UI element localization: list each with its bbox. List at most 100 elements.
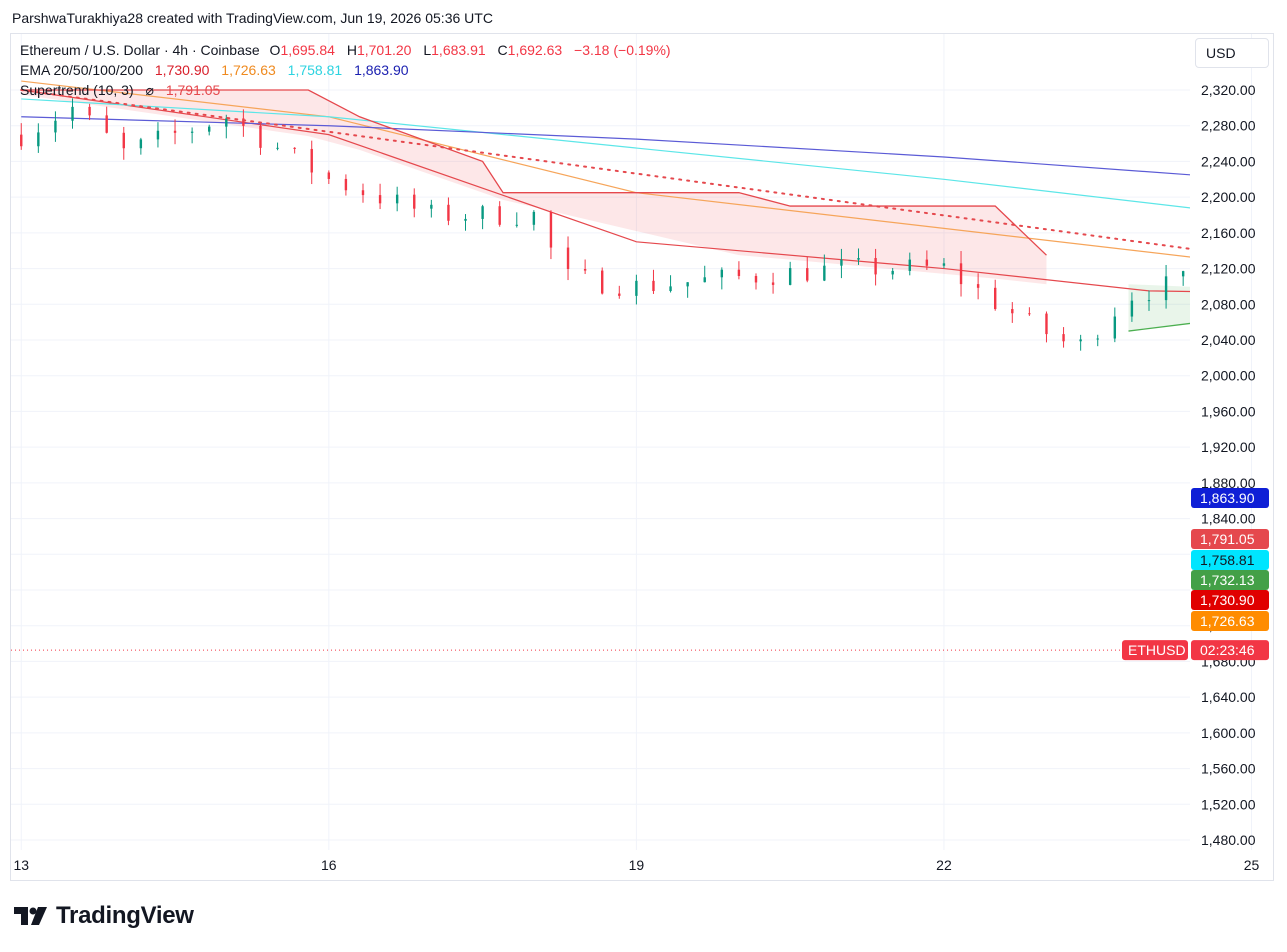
candle-up — [1130, 300, 1134, 317]
ohlc-change-value: −3.18 (−0.19%) — [574, 42, 671, 58]
candle-up — [1079, 339, 1082, 342]
candle-down — [959, 263, 963, 285]
candle-down — [1062, 334, 1065, 342]
candle-up — [395, 194, 399, 204]
tradingview-logo-icon — [14, 907, 47, 925]
y-axis-tick-label: 2,120.00 — [1201, 261, 1256, 277]
candle-down — [310, 148, 313, 173]
candle-up — [720, 269, 724, 278]
candle-up — [823, 265, 826, 281]
candle-down — [549, 211, 553, 248]
candle-down — [378, 195, 382, 204]
candle-up — [1164, 276, 1168, 301]
y-axis-tick-label: 1,960.00 — [1201, 403, 1256, 419]
candle-up — [857, 258, 860, 260]
x-axis-tick-label: 16 — [321, 857, 337, 873]
ema200-line — [21, 116, 1190, 176]
candle-up — [515, 224, 518, 226]
attribution-text: ParshwaTurakhiya28 created with TradingV… — [12, 10, 493, 26]
candle-down — [754, 275, 758, 283]
candle-down — [601, 270, 604, 294]
symbol-badge — [1122, 640, 1188, 661]
candle-down — [771, 282, 775, 285]
y-axis-tick-label: 1,920.00 — [1201, 439, 1256, 455]
y-axis-tick-label: 2,200.00 — [1201, 189, 1256, 205]
price-label-badge — [1191, 488, 1269, 508]
countdown-badge — [1191, 640, 1269, 661]
x-axis-tick-label: 22 — [936, 857, 952, 873]
hidden-eye-icon[interactable]: ⌀ — [145, 82, 154, 98]
candle-up — [532, 211, 536, 225]
price-label-text: 1,758.81 — [1200, 552, 1255, 568]
candle-down — [327, 172, 331, 179]
tradingview-logo[interactable]: TradingView — [14, 902, 194, 930]
candle-down — [806, 268, 809, 281]
y-axis-tick-label: 1,600.00 — [1201, 725, 1256, 741]
candle-down — [925, 259, 929, 266]
candle-down — [583, 268, 587, 271]
candle-up — [37, 132, 40, 147]
y-axis-tick-label: 1,560.00 — [1201, 761, 1256, 777]
price-label-badge — [1191, 529, 1269, 549]
candle-up — [686, 282, 689, 287]
ohlc-close-value: 1,692.63 — [507, 42, 563, 58]
candle-down — [1216, 275, 1218, 294]
supertrend-up-fill — [1128, 284, 1190, 332]
candle-down — [1011, 309, 1014, 314]
candle-up — [139, 139, 143, 149]
price-label-text: 1,791.05 — [1200, 531, 1255, 547]
price-label-badge — [1191, 550, 1269, 570]
candle-up — [481, 206, 484, 219]
chart-frame — [10, 33, 1274, 881]
ema50-value: 1,726.63 — [221, 62, 276, 78]
candle-down — [1045, 313, 1048, 335]
supertrend-up-line — [1128, 322, 1190, 332]
symbol-title: Ethereum / U.S. Dollar · 4h · Coinbase — [20, 42, 260, 58]
y-axis-tick-label: 2,280.00 — [1201, 118, 1256, 134]
candle-up — [840, 259, 843, 266]
candle-up — [635, 280, 638, 296]
candle-down — [1267, 293, 1269, 301]
supertrend-down-fill — [21, 90, 1047, 285]
candle-down — [618, 293, 621, 296]
x-axis-tick-label: 19 — [629, 857, 645, 873]
price-label-text: 1,863.90 — [1200, 490, 1255, 506]
ohlc-high-label: H — [346, 42, 357, 58]
supertrend-down-line — [21, 89, 1047, 256]
candle-down — [293, 147, 296, 149]
y-axis-tick-label: 1,480.00 — [1201, 832, 1256, 848]
candle-up — [908, 259, 911, 271]
candle-down — [122, 132, 125, 149]
candle-down — [874, 258, 877, 275]
symbol-legend[interactable]: Ethereum / U.S. Dollar · 4h · Coinbase O… — [20, 42, 675, 58]
candle-down — [413, 194, 416, 209]
candle-up — [669, 286, 672, 292]
candle-down — [652, 280, 655, 292]
y-axis-tick-label: 1,640.00 — [1201, 689, 1256, 705]
currency-button[interactable]: USD — [1195, 38, 1269, 68]
y-axis-tick-label: 1,520.00 — [1201, 796, 1256, 812]
candle-down — [105, 115, 108, 133]
ema-legend[interactable]: EMA 20/50/100/200 1,730.90 1,726.63 1,75… — [20, 62, 413, 78]
y-axis-tick-label: 1,840.00 — [1201, 511, 1256, 527]
x-axis-tick-label: 25 — [1244, 857, 1260, 873]
candle-up — [703, 277, 706, 283]
ema20-value: 1,730.90 — [154, 62, 210, 78]
candle-down — [173, 130, 177, 133]
supertrend-legend[interactable]: Supertrend (10, 3) ⌀ 1,791.05 — [20, 82, 224, 99]
candle-up — [430, 204, 433, 209]
candle-up — [71, 106, 74, 121]
y-axis-tick-label: 1,880.00 — [1201, 475, 1256, 491]
downtrend-line — [20, 89, 1190, 250]
candle-up — [1147, 300, 1151, 302]
supertrend-value: 1,791.05 — [165, 82, 221, 98]
candle-up — [1181, 271, 1185, 277]
symbol-badge-text: ETHUSD — [1128, 642, 1186, 658]
candle-up — [1113, 316, 1117, 339]
y-axis-tick-label: 2,000.00 — [1201, 368, 1256, 384]
ohlc-low-value: 1,683.91 — [431, 42, 486, 58]
x-axis-tick-label: 13 — [13, 857, 29, 873]
candle-up — [891, 270, 894, 275]
candle-down — [1028, 313, 1031, 315]
